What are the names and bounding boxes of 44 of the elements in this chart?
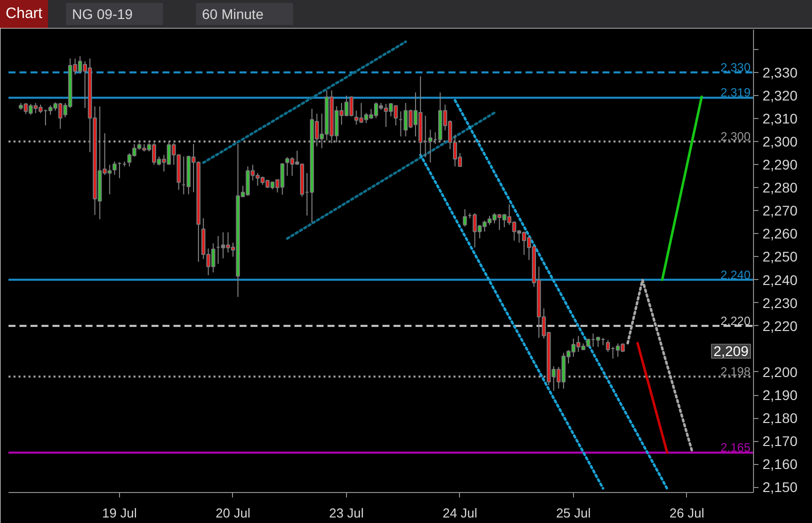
x-tick-label: 19 Jul bbox=[102, 506, 137, 520]
y-tick-label: 2,180 bbox=[762, 410, 798, 426]
x-tick-label: 25 Jul bbox=[556, 506, 591, 520]
y-tick-label: 2,190 bbox=[762, 387, 798, 404]
candlestick bbox=[462, 208, 467, 228]
y-tick-label: 2,330 bbox=[762, 64, 798, 80]
y-tick-label: 2,270 bbox=[762, 202, 798, 219]
chart-title: NG 09-19 bbox=[66, 3, 163, 25]
y-tick-label: 2,280 bbox=[762, 180, 798, 196]
text: Chart bbox=[0, 0, 48, 28]
y-tick-label: 2,260 bbox=[762, 226, 798, 242]
ref-line-label: 2,300 bbox=[720, 130, 751, 144]
candlestick bbox=[112, 161, 117, 176]
y-tick-label: 2,200 bbox=[762, 364, 798, 380]
y-tick-label: 2,310 bbox=[762, 110, 798, 126]
line-series bbox=[636, 342, 668, 454]
y-tick-label: 2,250 bbox=[762, 248, 798, 265]
y-tick-label: 2,220 bbox=[762, 318, 798, 334]
y-tick-label: 2,290 bbox=[762, 156, 798, 173]
y-tick-label: 2,170 bbox=[762, 433, 798, 450]
line-series bbox=[202, 40, 407, 164]
line-series bbox=[286, 111, 496, 240]
ref-line-label: 2,198 bbox=[720, 364, 751, 379]
line-series bbox=[660, 96, 703, 282]
line-series bbox=[419, 154, 604, 490]
ref-line-label: 2,319 bbox=[720, 86, 751, 100]
y-tick-label: 2,150 bbox=[762, 479, 798, 496]
x-tick-label: 20 Jul bbox=[216, 506, 250, 520]
y-tick-label: 2,300 bbox=[762, 134, 798, 150]
chart-subtitle: 60 Minute bbox=[196, 3, 293, 25]
ref-line-label: 2,165 bbox=[720, 440, 751, 455]
y-tick-label: 2,240 bbox=[762, 272, 798, 288]
x-tick-label: 23 Jul bbox=[329, 506, 364, 520]
y-tick-label: 2,230 bbox=[762, 294, 798, 311]
y-tick-label: 2,320 bbox=[762, 87, 798, 104]
y-tick-label: 2,160 bbox=[762, 456, 798, 472]
ref-line-label: 2,330 bbox=[720, 60, 751, 74]
ref-line-label: 2,240 bbox=[720, 268, 751, 282]
x-tick-label: 26 Jul bbox=[670, 506, 704, 520]
x-tick-label: 24 Jul bbox=[442, 506, 478, 520]
ref-line-label: 2,220 bbox=[720, 314, 751, 328]
annotation: 2,209 bbox=[713, 343, 749, 360]
line-series bbox=[626, 278, 694, 452]
line-series bbox=[454, 99, 668, 490]
